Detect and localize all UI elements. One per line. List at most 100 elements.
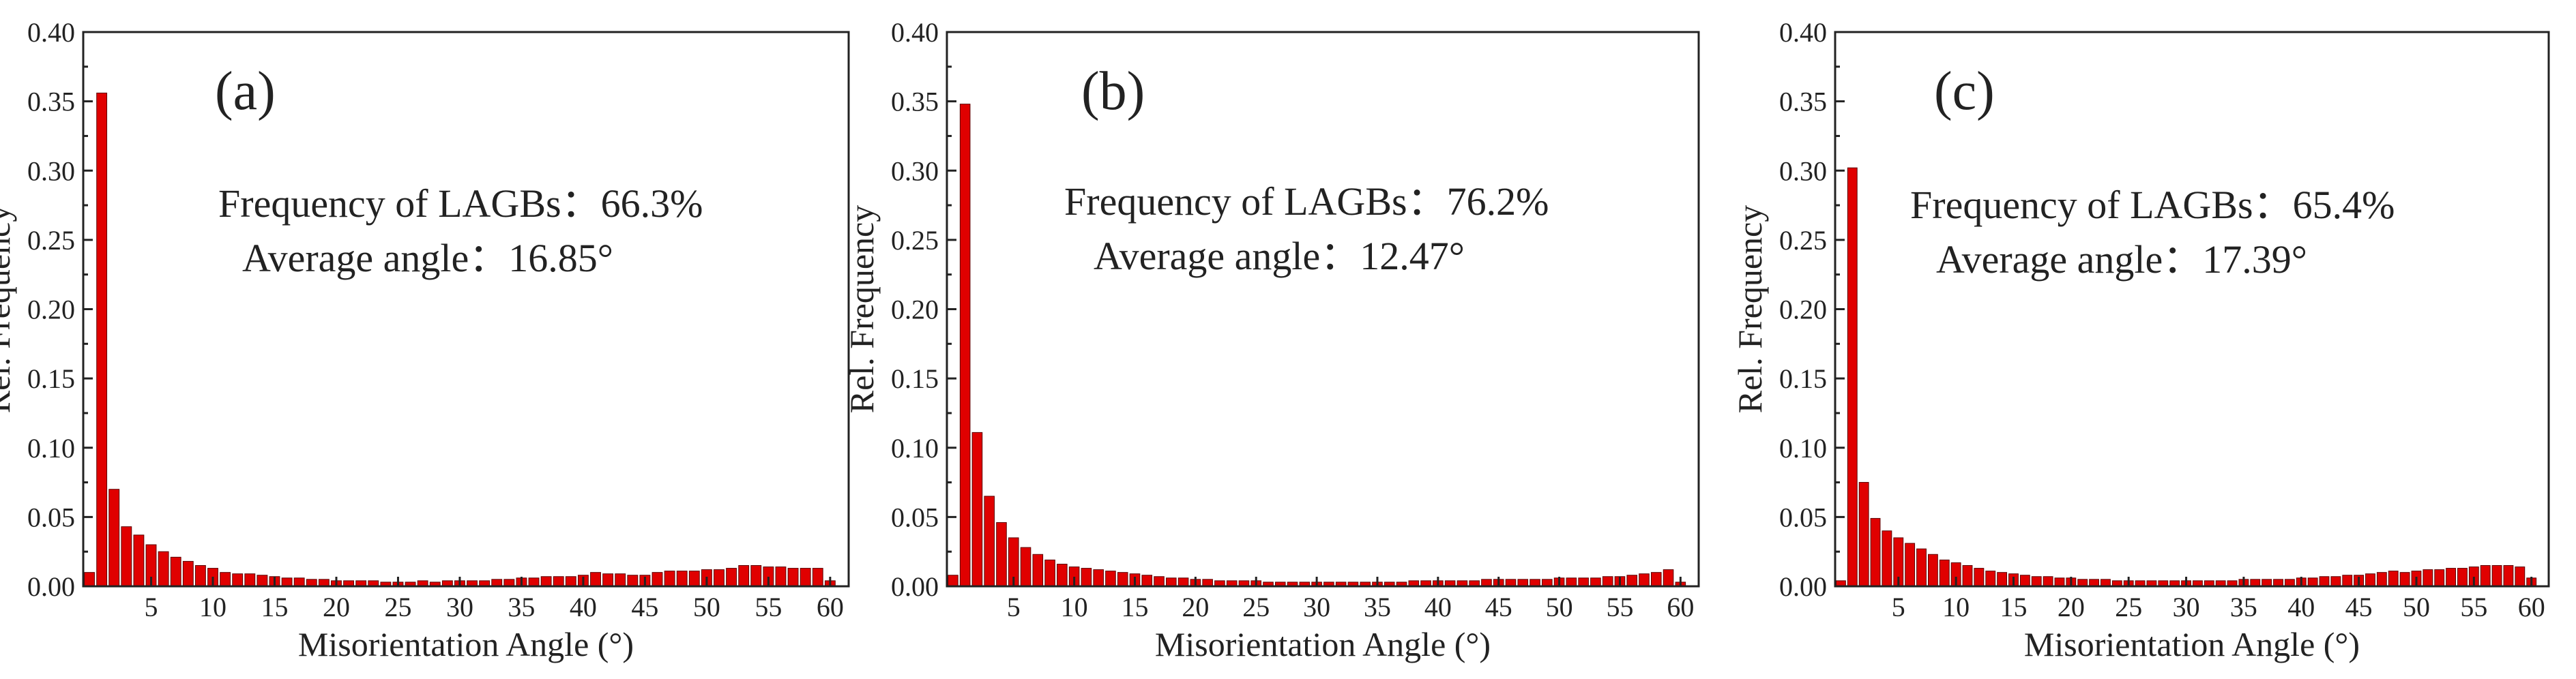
bar (738, 565, 750, 587)
bar (1626, 575, 1638, 587)
bar (2019, 575, 2030, 587)
bar (1177, 577, 1189, 587)
annotation-average-angle: Average angle：12.47° (1094, 234, 1465, 278)
x-tick-label: 45 (631, 592, 658, 622)
x-tick-label: 10 (1061, 592, 1088, 622)
bar (195, 565, 206, 587)
annotation-average-angle: Average angle：16.85° (242, 236, 613, 280)
bar (1505, 579, 1517, 587)
bar (652, 572, 663, 587)
bar (1997, 572, 2008, 587)
annotation-lagb-frequency: Frequency of LAGBs：66.3% (218, 181, 703, 226)
bar (2446, 568, 2457, 587)
bar (2307, 577, 2318, 587)
bar (615, 573, 626, 587)
bar (232, 573, 244, 587)
bar (627, 575, 639, 587)
x-tick-label: 40 (570, 592, 597, 622)
x-tick-label: 10 (199, 592, 226, 622)
x-tick-label: 30 (446, 592, 473, 622)
bar (528, 577, 540, 587)
bar (2480, 565, 2491, 587)
x-tick-label: 40 (2287, 592, 2315, 622)
bar (121, 526, 132, 587)
bar (158, 551, 169, 587)
plot-frame (82, 31, 850, 588)
y-axis-title: Rel. Frequency (843, 205, 881, 413)
bar (1566, 577, 1577, 587)
bar (1870, 517, 1881, 587)
bar (84, 572, 95, 587)
panel-label: (c) (1934, 61, 1995, 121)
bar (714, 569, 724, 587)
y-tick-label: 0.25 (1779, 225, 1827, 256)
x-tick-label: 45 (1485, 592, 1512, 622)
bar (676, 571, 688, 587)
bar (726, 568, 737, 587)
y-axis-title: Rel. Frequency (0, 205, 17, 413)
bar (220, 572, 231, 587)
bar (2284, 579, 2295, 587)
bar (590, 572, 601, 587)
bar (503, 579, 515, 587)
y-tick-label: 0.40 (27, 17, 75, 48)
panel-label: (b) (1081, 61, 1145, 121)
bar (948, 575, 958, 587)
bar (257, 575, 268, 587)
bar (787, 568, 799, 587)
y-tick-label: 0.40 (891, 17, 939, 48)
x-tick-label: 50 (2403, 592, 2430, 622)
bar (1141, 575, 1153, 587)
bar (2250, 579, 2261, 587)
plot-frame (946, 31, 1700, 588)
bar (2423, 569, 2433, 587)
x-tick-label: 5 (1007, 592, 1021, 622)
x-tick-label: 25 (2115, 592, 2142, 622)
x-tick-label: 25 (384, 592, 411, 622)
y-tick-label: 0.10 (27, 433, 75, 464)
bar (2330, 576, 2341, 587)
bar (1927, 554, 1938, 587)
bar (2342, 575, 2353, 587)
bar (688, 571, 700, 587)
bar (1882, 530, 1892, 587)
bar (1858, 482, 1869, 587)
bar (2077, 579, 2088, 587)
bar (1166, 577, 1177, 587)
bar (293, 577, 305, 587)
y-tick-label: 0.30 (27, 155, 75, 186)
bar (1517, 579, 1529, 587)
y-tick-label: 0.05 (27, 502, 75, 532)
annotation-lagb-frequency: Frequency of LAGBs：76.2% (1064, 179, 1549, 224)
x-tick-label: 15 (2000, 592, 2028, 622)
bar (1962, 565, 1973, 587)
bar (2262, 579, 2272, 587)
bar (96, 92, 108, 587)
x-tick-label: 5 (1892, 592, 1905, 622)
x-tick-label: 10 (1942, 592, 1970, 622)
x-tick-label: 35 (508, 592, 535, 622)
bar (2031, 576, 2042, 587)
bar (1985, 571, 1996, 587)
y-tick-label: 0.25 (27, 225, 75, 256)
x-axis-title: Misorientation Angle (°) (298, 625, 634, 663)
x-tick-label: 25 (1242, 592, 1270, 622)
bar (2376, 572, 2387, 587)
bar (553, 576, 564, 587)
bar (602, 573, 614, 587)
chart-panel-b: 0.00 0.05 0.10 0.15 0.20 0.25 0.30 0.35 0.40 5 10 1… (843, 17, 1700, 663)
x-tick-label: 15 (261, 592, 289, 622)
chart-panel-c: 0.00 0.05 0.10 0.15 0.20 0.25 0.30 0.35 0.40 5 10 1… (1731, 17, 2550, 663)
bar (996, 522, 1007, 587)
x-tick-label: 60 (2518, 592, 2545, 622)
bar (1847, 167, 1858, 587)
bar (565, 576, 576, 587)
y-tick-label: 0.30 (891, 155, 939, 186)
bar (2503, 565, 2514, 587)
y-tick-label: 0.35 (891, 87, 939, 117)
bar (2388, 571, 2399, 587)
bar (2273, 579, 2283, 587)
bar (750, 565, 762, 587)
bar (1639, 573, 1650, 587)
